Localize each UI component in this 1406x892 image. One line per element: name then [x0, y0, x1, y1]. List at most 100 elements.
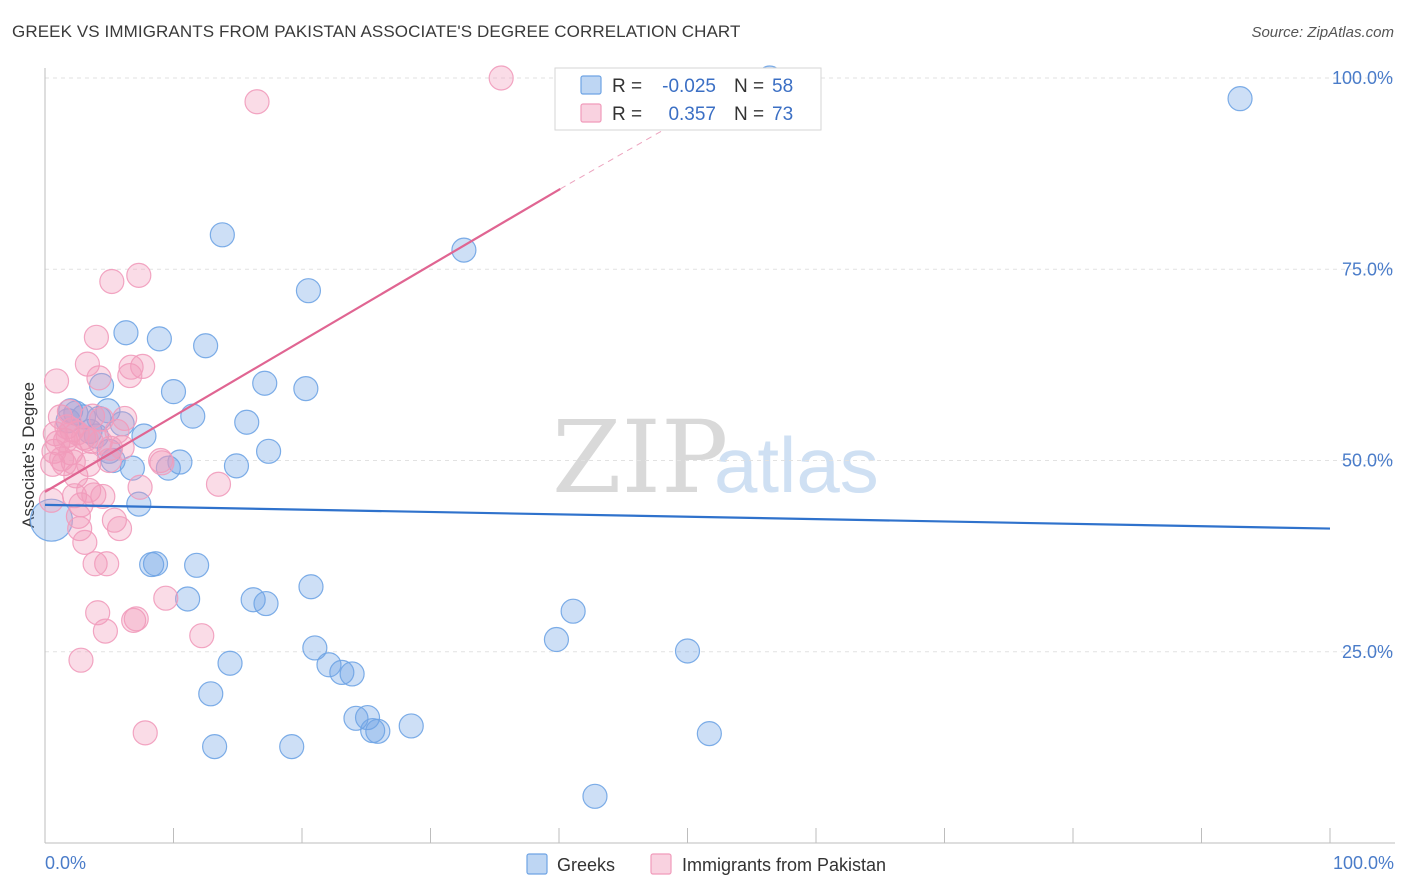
- greeks-point: [674, 638, 701, 664]
- y-tick-label-50: 50.0%: [1342, 451, 1393, 471]
- x-tick-max: 100.0%: [1333, 853, 1394, 873]
- greeks-point: [252, 370, 278, 396]
- chart-title: GREEK VS IMMIGRANTS FROM PAKISTAN ASSOCI…: [12, 22, 741, 41]
- greeks-point: [696, 721, 722, 747]
- greeks-point: [302, 635, 328, 661]
- pakistan-point: [72, 529, 98, 555]
- pakistan-point: [104, 418, 130, 445]
- stats-box: R = -0.025 N = 58 R = 0.357 N = 73: [554, 67, 822, 131]
- pakistan-point: [130, 353, 156, 380]
- greeks-point: [543, 626, 570, 653]
- pakistan-point: [43, 368, 70, 394]
- greeks-point: [193, 333, 219, 359]
- greeks-point: [354, 704, 381, 731]
- legend-label-greeks: Greeks: [557, 855, 615, 875]
- greeks-point: [316, 652, 342, 678]
- greeks-point: [142, 551, 169, 577]
- greeks-point: [255, 438, 282, 464]
- greeks-point: [253, 590, 279, 617]
- pakistan-point: [205, 471, 232, 497]
- greeks-point: [279, 734, 305, 760]
- greeks-point: [234, 409, 260, 435]
- legend-swatch-pakistan: [650, 853, 672, 875]
- greeks-point: [113, 320, 139, 346]
- greeks-point: [329, 659, 355, 686]
- greeks-point: [560, 598, 586, 624]
- greeks-point: [167, 449, 193, 475]
- stats-swatch-pakistan: [580, 103, 602, 123]
- grid: [45, 77, 1395, 653]
- watermark: ZIP atlas: [552, 399, 879, 516]
- x-tick-min: 0.0%: [45, 853, 86, 873]
- greeks-point: [202, 734, 228, 760]
- pakistan-point: [148, 447, 174, 474]
- pakistan-point: [126, 262, 152, 288]
- y-tick-label-75: 75.0%: [1342, 259, 1393, 279]
- pakistan-point: [38, 487, 65, 513]
- greeks-point: [295, 278, 322, 304]
- stats-n-label-greeks: N =: [734, 76, 764, 97]
- pakistan-point: [101, 507, 127, 533]
- pakistan-point: [92, 618, 118, 644]
- pakistan-point: [153, 585, 179, 611]
- y-tick-label-25: 25.0%: [1342, 642, 1393, 662]
- pakistan-point: [90, 483, 116, 510]
- y-axis-label: Associate's Degree: [19, 382, 38, 528]
- watermark-zip: ZIP: [552, 399, 728, 516]
- series-pakistan: [38, 65, 514, 746]
- greeks-point: [209, 222, 235, 248]
- chart-source: Source: ZipAtlas.com: [1251, 24, 1394, 41]
- stats-r-pakistan: 0.357: [668, 104, 716, 125]
- greeks-point: [298, 574, 324, 600]
- pakistan-point: [81, 482, 107, 508]
- stats-n-pakistan: 73: [772, 104, 793, 125]
- trend-line-pakistan: [44, 187, 561, 493]
- pakistan-point: [149, 450, 175, 476]
- trend-line-greeks: [44, 503, 1331, 530]
- pakistan-point: [61, 483, 88, 509]
- greeks-point: [339, 661, 365, 687]
- stats-n-label-pakistan: N =: [734, 104, 764, 125]
- pakistan-point: [94, 551, 120, 577]
- pakistan-point: [99, 268, 125, 295]
- greeks-point: [146, 326, 172, 352]
- stats-swatch-greeks: [580, 75, 602, 95]
- pakistan-point: [86, 365, 112, 391]
- pakistan-point: [79, 403, 106, 429]
- greeks-point: [160, 379, 187, 405]
- greeks-point: [119, 455, 145, 481]
- pakistan-point: [488, 65, 514, 91]
- greeks-point: [360, 717, 386, 744]
- greeks-point: [217, 650, 243, 676]
- legend-label-pakistan: Immigrants from Pakistan: [682, 855, 886, 875]
- pakistan-point: [132, 720, 158, 746]
- y-tick-label-100: 100.0%: [1332, 68, 1393, 88]
- greeks-point: [293, 375, 319, 402]
- stats-r-greeks: -0.025: [662, 76, 716, 97]
- pakistan-point: [68, 647, 94, 673]
- pakistan-point: [78, 428, 104, 454]
- greeks-point: [398, 713, 424, 739]
- greeks-point: [1227, 86, 1253, 112]
- greeks-point: [582, 783, 608, 809]
- greeks-point: [175, 586, 201, 612]
- watermark-atlas: atlas: [714, 421, 879, 509]
- greeks-point: [29, 498, 74, 542]
- pakistan-point: [76, 451, 102, 477]
- y-tick-labels: 25.0% 50.0% 75.0% 100.0%: [1332, 68, 1393, 662]
- greeks-point: [451, 237, 477, 263]
- legend-swatch-greeks: [526, 853, 548, 875]
- pakistan-point: [106, 515, 133, 542]
- greeks-point: [180, 403, 206, 429]
- pakistan-point: [117, 362, 143, 389]
- pakistan-point: [88, 406, 115, 432]
- pakistan-point: [83, 324, 110, 350]
- greeks-point: [184, 552, 210, 578]
- pakistan-point: [123, 606, 149, 632]
- pakistan-point: [189, 623, 215, 649]
- stats-n-greeks: 58: [772, 76, 793, 97]
- legend: Greeks Immigrants from Pakistan: [526, 853, 886, 875]
- pakistan-point: [244, 89, 270, 115]
- pakistan-point: [112, 405, 138, 432]
